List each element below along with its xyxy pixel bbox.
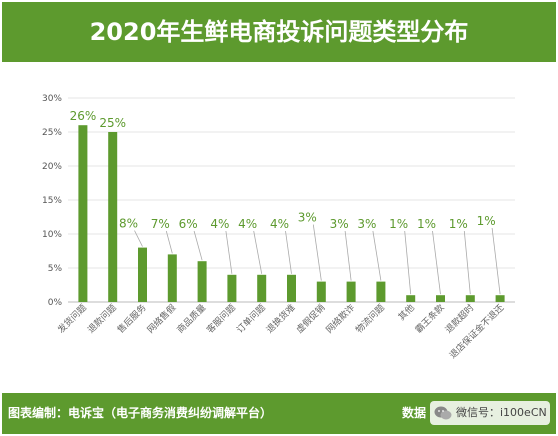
leader-line [432, 230, 441, 295]
data-label: 4% [210, 217, 229, 231]
bar [346, 281, 356, 302]
data-label: 1% [449, 217, 468, 231]
leader-line [372, 230, 382, 281]
data-label: 4% [238, 217, 257, 231]
x-category-label: 退店保证金不退还 [447, 302, 506, 361]
x-category-label: 网络欺诈 [323, 302, 357, 336]
title-bar: 2020年生鲜电商投诉问题类型分布 [2, 2, 556, 62]
leader-line [344, 230, 352, 281]
data-label: 6% [179, 217, 198, 231]
data-label: 8% [119, 217, 138, 231]
data-label: 1% [477, 214, 496, 228]
bar [465, 295, 475, 302]
data-label: 3% [298, 211, 317, 225]
y-tick-label: 20% [42, 162, 62, 172]
leader-line [463, 230, 471, 295]
footer-source-text: 图表编制：电诉宝（电子商务消费纠纷调解平台） [8, 406, 273, 420]
x-category-label: 订单问题 [234, 302, 268, 336]
x-category-label: 客服问题 [204, 302, 238, 336]
bar [108, 132, 118, 302]
data-label: 3% [330, 217, 349, 231]
data-label: 7% [151, 217, 170, 231]
footer-data-text: 数据 [402, 406, 427, 420]
wechat-badge: 微信号：i100eCN [430, 401, 550, 425]
bar [257, 274, 267, 302]
y-tick-label: 25% [42, 128, 62, 138]
bar [78, 125, 88, 302]
data-label: 3% [357, 217, 376, 231]
bar [197, 261, 207, 302]
bar [376, 281, 386, 302]
leader-line [165, 230, 173, 254]
wechat-icon [434, 406, 452, 420]
leader-line [404, 230, 412, 295]
bar [495, 295, 505, 302]
data-label: 25% [99, 116, 126, 130]
leader-line [312, 224, 322, 281]
bar [227, 274, 237, 302]
bar [287, 274, 296, 302]
leader-line [134, 230, 143, 247]
x-category-label: 网络售假 [144, 302, 178, 336]
bar [406, 295, 416, 302]
chart-title: 2020年生鲜电商投诉问题类型分布 [89, 18, 469, 46]
y-tick-label: 15% [42, 196, 62, 206]
x-category-label: 物流问题 [353, 302, 387, 336]
chart-area: 0% 5% 10% 15% 20% 25% 30% 26% 发货问题 25% 退款问题 8% 售后服务 7… [0, 80, 558, 386]
data-label: 4% [270, 217, 289, 231]
bar [316, 281, 326, 302]
leader-line [193, 230, 203, 261]
x-category-label: 退款问题 [85, 302, 119, 336]
y-tick-label: 0% [48, 298, 63, 308]
wechat-id-text: 微信号：i100eCN [456, 406, 547, 419]
x-category-label: 退换货难 [264, 302, 298, 336]
y-tick-label: 5% [48, 264, 63, 274]
leader-line [285, 230, 292, 274]
bar [167, 254, 177, 302]
x-category-label: 虚假促销 [293, 302, 327, 336]
leader-line [225, 230, 233, 274]
leader-line [253, 230, 263, 274]
x-category-label: 商品质量 [174, 302, 208, 336]
data-label: 1% [417, 217, 436, 231]
y-tick-label: 10% [42, 230, 62, 240]
x-category-label: 售后服务 [115, 302, 149, 336]
leader-line [491, 227, 501, 295]
y-tick-label: 30% [42, 94, 62, 104]
data-label: 1% [389, 217, 408, 231]
bar [138, 247, 147, 302]
bar-chart: 0%5%10%15%20%25%30%26%发货问题25%退款问题8%售后服务7… [42, 94, 515, 361]
data-label: 26% [70, 109, 97, 123]
bar [436, 295, 445, 302]
x-category-label: 霸王条款 [413, 302, 447, 336]
x-category-label: 其他 [396, 302, 417, 323]
